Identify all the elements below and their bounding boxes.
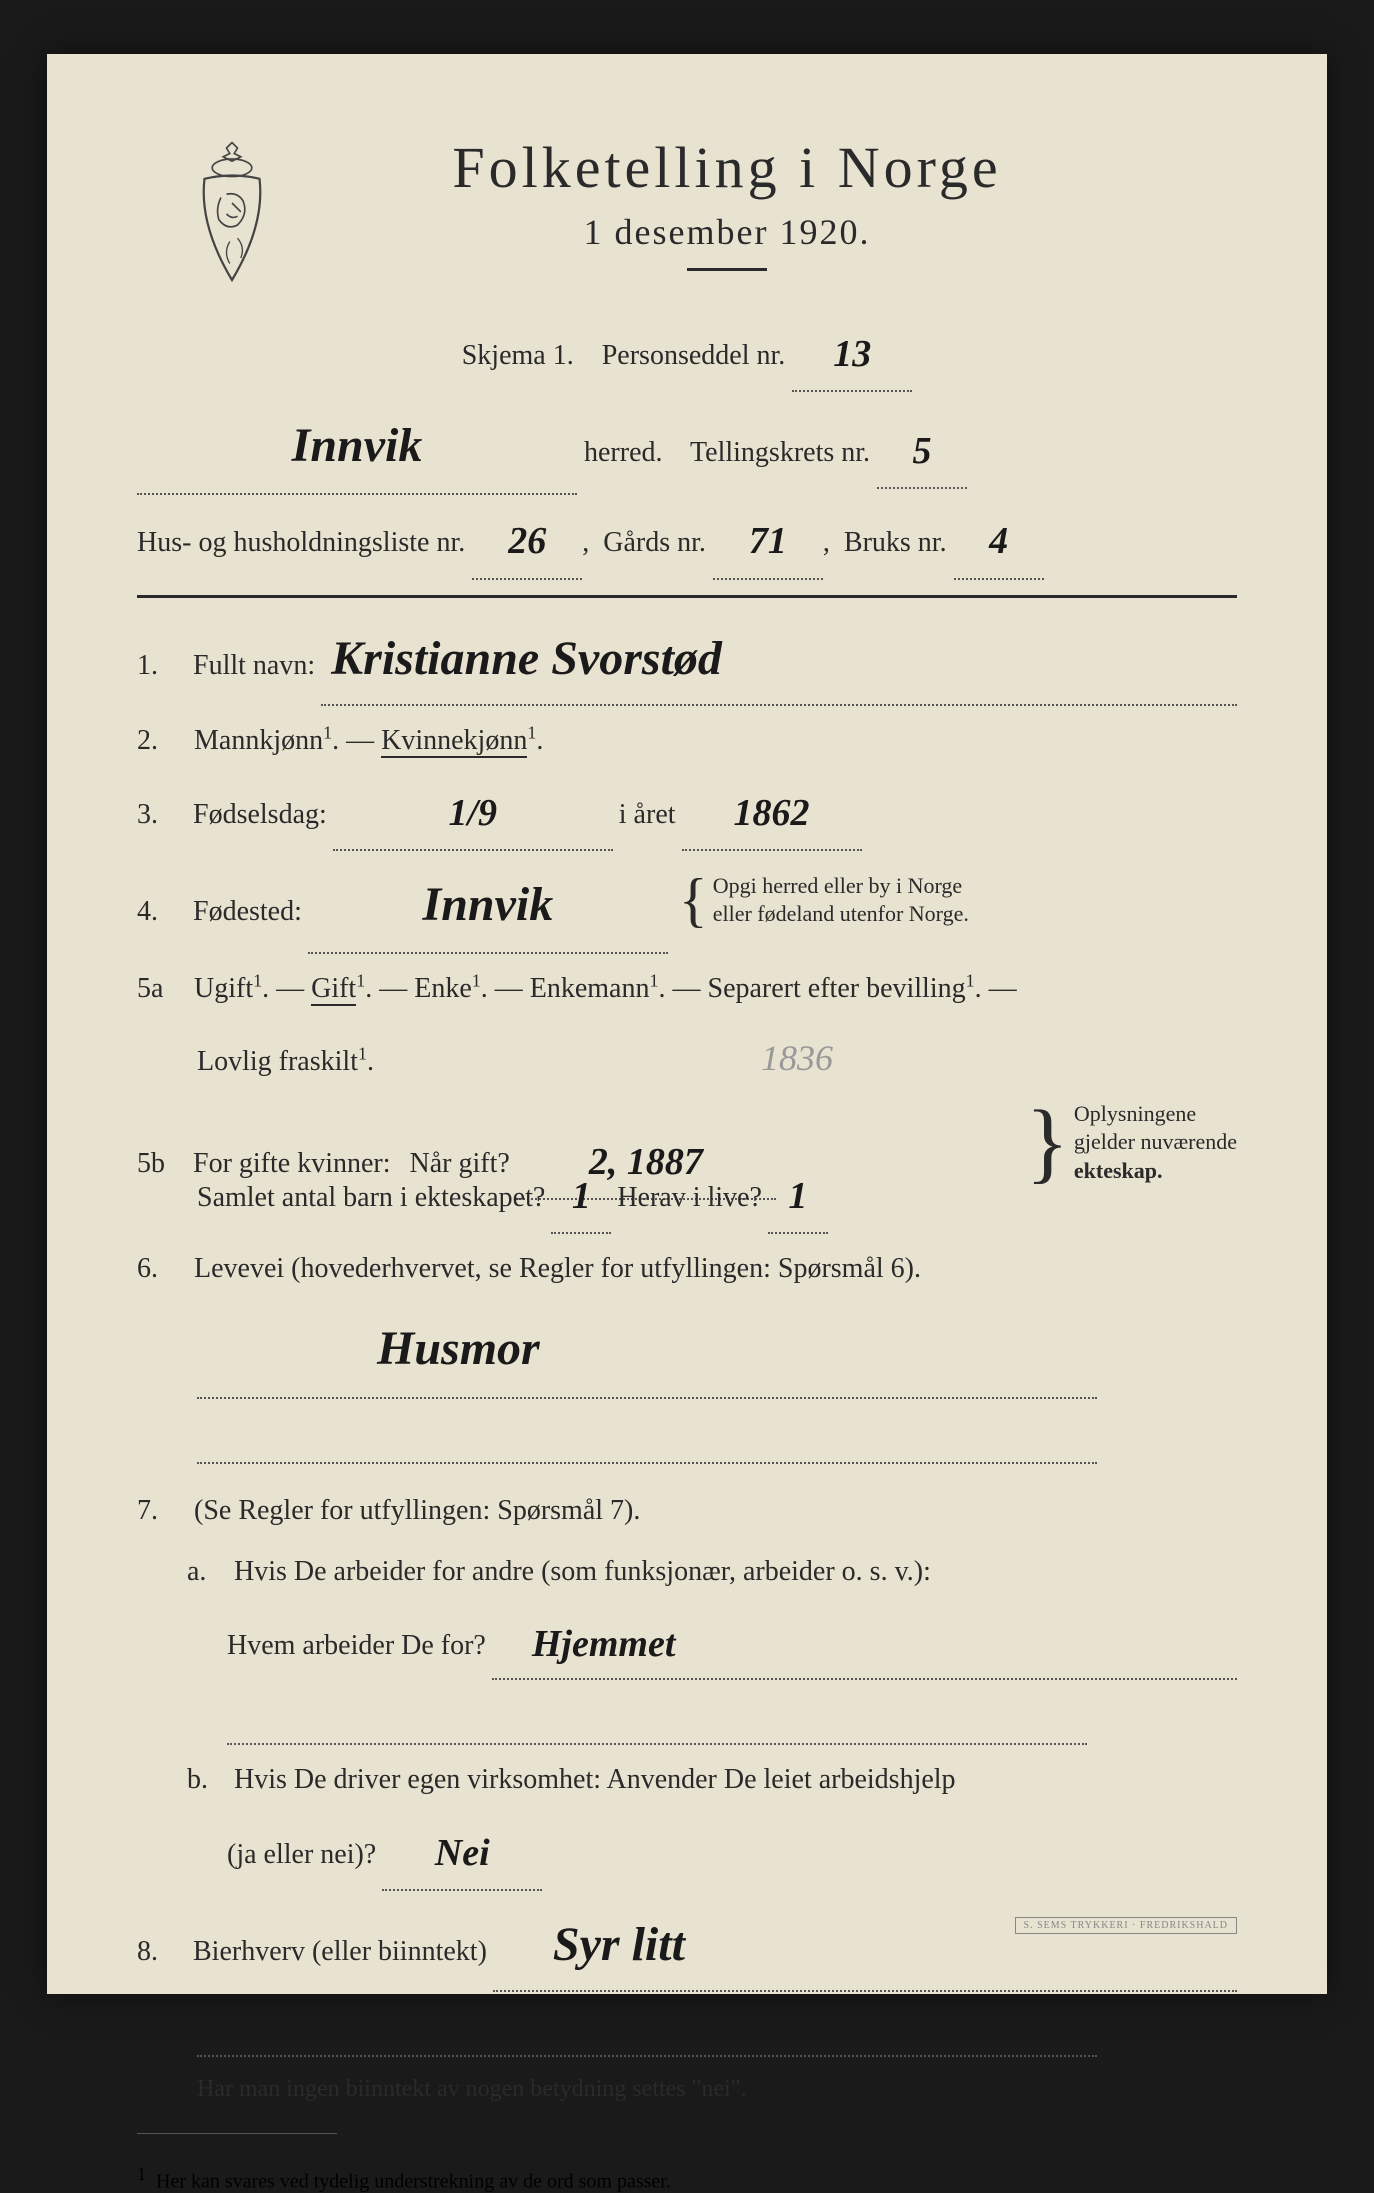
q4-label: Fødested:	[193, 885, 302, 938]
tellingskrets-nr: 5	[913, 415, 932, 487]
q5a-pencil: 1836	[761, 1038, 833, 1078]
skjema-label: Skjema 1.	[462, 340, 574, 371]
header: Folketelling i Norge 1 desember 1920.	[137, 134, 1237, 296]
bruks-nr: 4	[989, 505, 1008, 577]
q3-line: 3. Fødselsdag: 1/9 i året 1862	[137, 775, 1237, 851]
herred-line: Innvik herred. Tellingskrets nr. 5	[137, 400, 1237, 495]
q8-label: Bierhverv (eller biinntekt)	[193, 1925, 487, 1978]
q5a-opt4: Enkemann	[530, 973, 650, 1004]
q6-num: 6.	[137, 1242, 187, 1295]
q7a-label2: Hvem arbeider De for?	[227, 1619, 486, 1672]
q8-value: Syr litt	[553, 1899, 685, 1990]
divider-1	[137, 595, 1237, 598]
q1-value: Kristianne Svorstød	[331, 613, 722, 704]
q6-blank	[197, 1407, 1237, 1464]
q4-value: Innvik	[423, 859, 554, 950]
q4-num: 4.	[137, 885, 187, 938]
q4-note: Opgi herred eller by i Norge eller fødel…	[713, 872, 969, 929]
q7b-num: b.	[187, 1753, 227, 1806]
herred-label: herred.	[584, 437, 663, 468]
skjema-line: Skjema 1. Personseddel nr. 13	[137, 316, 1237, 392]
q7b-value: Nei	[435, 1817, 490, 1889]
q2-line: 2. Mannkjønn1. — Kvinnekjønn1.	[137, 714, 1237, 767]
q8-num: 8.	[137, 1925, 187, 1978]
personseddel-label: Personseddel nr.	[602, 340, 786, 371]
q2-num: 2.	[137, 714, 187, 767]
q5a-opt1: Ugift	[194, 973, 253, 1004]
tellingskrets-label: Tellingskrets nr.	[690, 437, 870, 468]
q3-year: 1862	[734, 777, 810, 849]
q4-line: 4. Fødested: Innvik { Opgi herred eller …	[137, 859, 1237, 954]
q1-line: 1. Fullt navn: Kristianne Svorstød	[137, 613, 1237, 706]
q6-line: 6. Levevei (hovederhvervet, se Regler fo…	[137, 1242, 1237, 1295]
coat-of-arms-icon	[177, 134, 287, 294]
subtitle: 1 desember 1920.	[452, 211, 1001, 253]
q5b-label4: Herav i live?	[617, 1171, 762, 1224]
gards-label: Gårds nr.	[603, 527, 706, 558]
q6-label: Levevei (hovederhvervet, se Regler for u…	[194, 1253, 921, 1284]
q7b-label1: Hvis De driver egen virksomhet: Anvender…	[234, 1764, 956, 1795]
q1-label: Fullt navn:	[193, 639, 315, 692]
footnote-rule	[137, 2133, 337, 2134]
footnote: 1 Her kan svares ved tydelig understrekn…	[137, 2164, 1237, 2193]
q7b-label2: (ja eller nei)?	[227, 1828, 376, 1881]
personseddel-nr: 13	[833, 318, 871, 390]
printer-stamp: S. SEMS TRYKKERI · FREDRIKSHALD	[1015, 1917, 1237, 1934]
q6-value-line: Husmor	[197, 1303, 1237, 1398]
q5a-num: 5a	[137, 962, 187, 1015]
census-form-page: Folketelling i Norge 1 desember 1920. Sk…	[47, 54, 1327, 1994]
q1-num: 1.	[137, 639, 187, 692]
q7a-blank	[227, 1688, 1237, 1745]
title-block: Folketelling i Norge 1 desember 1920.	[452, 134, 1001, 296]
herred-value: Innvik	[292, 400, 423, 491]
q5a-line2: Lovlig fraskilt1. 1836	[197, 1024, 1237, 1092]
gards-nr: 71	[749, 505, 787, 577]
q5a-line1: 5a Ugift1. — Gift1. — Enke1. — Enkemann1…	[137, 962, 1237, 1015]
q8-line: 8. Bierhverv (eller biinntekt) Syr litt	[137, 1899, 1237, 1992]
q7a-value: Hjemmet	[532, 1608, 676, 1680]
q3-year-label: i året	[619, 788, 676, 841]
title-rule	[687, 268, 767, 271]
main-title: Folketelling i Norge	[452, 134, 1001, 201]
q8-blank	[197, 2000, 1237, 2057]
q6-value: Husmor	[377, 1303, 540, 1394]
q7a-num: a.	[187, 1545, 227, 1598]
q3-day: 1/9	[449, 777, 498, 849]
q5a-opt2: Gift	[311, 973, 356, 1006]
q3-num: 3.	[137, 788, 187, 841]
q2-opt1: Mannkjønn	[194, 725, 323, 756]
hus-label: Hus- og husholdningsliste nr.	[137, 527, 465, 558]
hus-line: Hus- og husholdningsliste nr. 26, Gårds …	[137, 503, 1237, 579]
hus-nr: 26	[508, 505, 546, 577]
q7a-line2: Hvem arbeider De for? Hjemmet	[227, 1606, 1237, 1680]
q7-line: 7. (Se Regler for utfyllingen: Spørsmål …	[137, 1484, 1237, 1537]
q5a-opt3: Enke	[414, 973, 472, 1004]
q7-label: (Se Regler for utfyllingen: Spørsmål 7).	[194, 1495, 640, 1526]
q5a-opt5: Separert efter bevilling	[708, 973, 966, 1004]
q3-label: Fødselsdag:	[193, 788, 327, 841]
q7a-line1: a. Hvis De arbeider for andre (som funks…	[137, 1545, 1237, 1598]
q7a-label1: Hvis De arbeider for andre (som funksjon…	[234, 1556, 931, 1587]
q5b-live: 1	[788, 1160, 807, 1232]
q2-opt2: Kvinnekjønn	[381, 725, 527, 758]
q7b-line1: b. Hvis De driver egen virksomhet: Anven…	[137, 1753, 1237, 1806]
q5b-num: 5b	[137, 1137, 187, 1190]
q7-num: 7.	[137, 1484, 187, 1537]
q7b-line2: (ja eller nei)? Nei	[227, 1815, 1237, 1891]
q5b-line2: Samlet antal barn i ekteskapet? 1 Herav …	[197, 1158, 1237, 1234]
q5b-barn: 1	[572, 1160, 591, 1232]
footer-note1: Har man ingen biinntekt av nogen betydni…	[197, 2067, 1237, 2113]
bruks-label: Bruks nr.	[844, 527, 947, 558]
q5b-label3: Samlet antal barn i ekteskapet?	[197, 1171, 545, 1224]
q5a-opt6: Lovlig fraskilt	[197, 1046, 358, 1077]
